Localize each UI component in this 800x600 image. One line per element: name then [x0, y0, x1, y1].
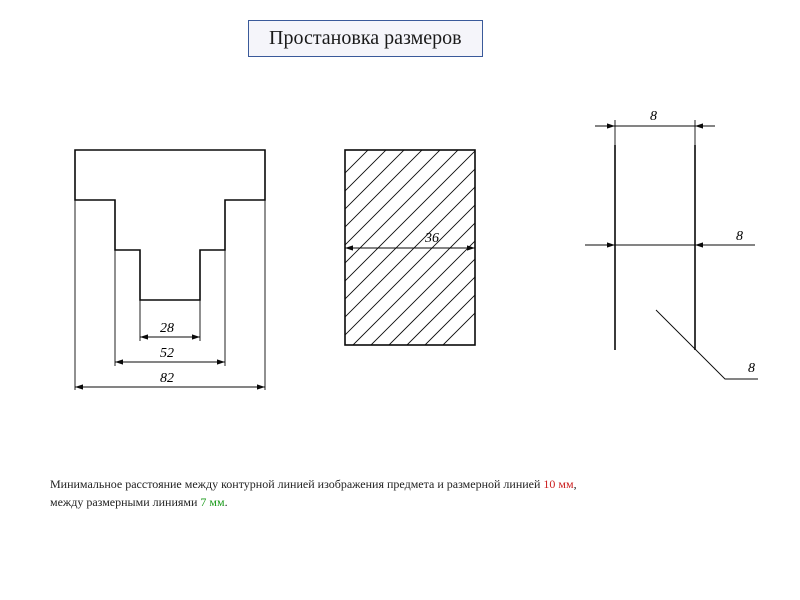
profile-outline [75, 150, 265, 300]
figure-3: 8 8 8 [560, 100, 770, 410]
footer-part-2: между размерными линиями [50, 495, 200, 509]
footer-part-1: Минимальное расстояние между контурной л… [50, 477, 543, 491]
footer-comma: , [574, 477, 577, 491]
figure-2: 36 [325, 130, 495, 360]
dim-36: 36 [424, 231, 439, 246]
hatch-fill [325, 130, 495, 345]
dim-82: 82 [160, 371, 174, 386]
dim-8-mid: 8 [736, 229, 743, 244]
footer-green-7mm: 7 мм [200, 495, 224, 509]
dim-28: 28 [160, 321, 174, 336]
dim-8-leader: 8 [748, 361, 755, 376]
leader-line [656, 310, 758, 379]
title-box: Простановка размеров [248, 20, 483, 57]
dim-8-top: 8 [650, 109, 657, 124]
footer-note: Минимальное расстояние между контурной л… [50, 475, 750, 511]
dim-52: 52 [160, 346, 174, 361]
footer-red-10mm: 10 мм [543, 477, 573, 491]
footer-period: . [225, 495, 228, 509]
page-title: Простановка размеров [269, 27, 462, 49]
figure-1: 28 52 82 [45, 125, 285, 390]
